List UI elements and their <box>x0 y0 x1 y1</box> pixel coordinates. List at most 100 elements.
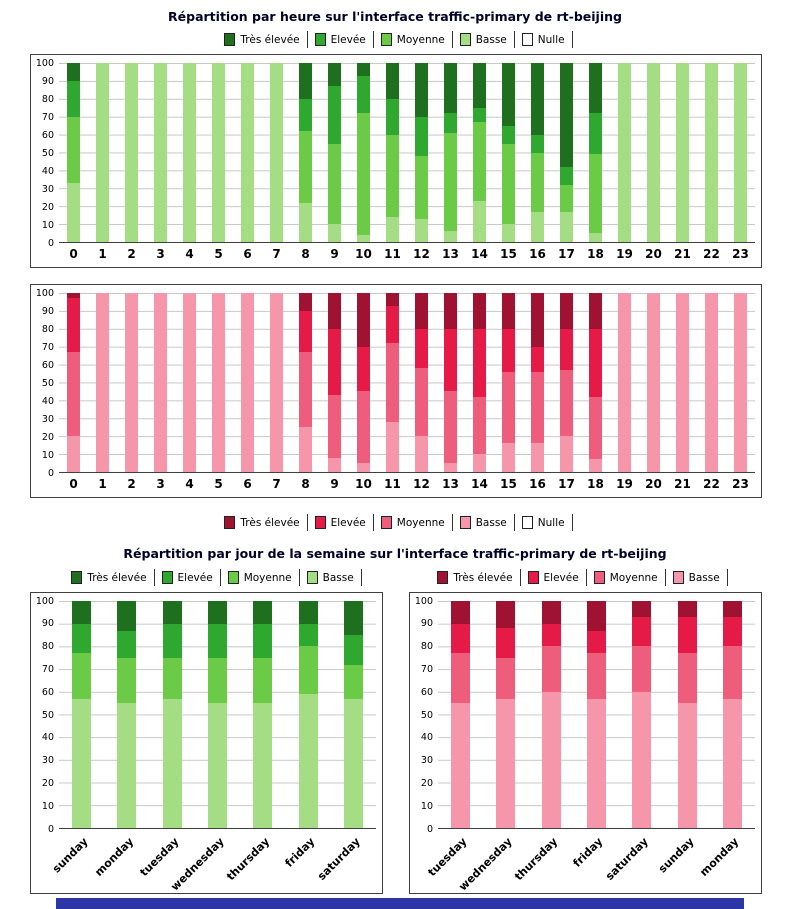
segment-basse <box>240 293 255 472</box>
segment-basse <box>677 703 697 828</box>
x-tick-label: 17 <box>558 477 575 491</box>
x-tick: 13 <box>436 243 465 265</box>
x-tick-label: 6 <box>243 247 252 261</box>
stacked-bar-22 <box>704 63 719 242</box>
legend-swatch-basse <box>306 571 318 584</box>
stacked-bar-tuesday <box>451 601 471 828</box>
legend-swatch-elevee <box>314 516 326 529</box>
bar-slot <box>146 63 175 242</box>
segment-basse <box>704 63 719 242</box>
bar-slot <box>581 63 610 242</box>
bar-slot <box>262 63 291 242</box>
segment-tres_elevee <box>385 63 400 99</box>
x-tick: 3 <box>146 473 175 495</box>
x-tick-label: 3 <box>156 247 165 261</box>
segment-elevee <box>207 623 227 658</box>
bar-slot <box>610 293 639 472</box>
x-tick: 3 <box>146 243 175 265</box>
legend-swatch-basse <box>459 33 471 46</box>
stacked-bar-1 <box>95 293 110 472</box>
y-tick-label: 30 <box>41 754 54 766</box>
segment-basse <box>72 698 92 828</box>
bar-slot <box>117 293 146 472</box>
stacked-bar-5 <box>211 63 226 242</box>
segment-elevee <box>722 616 742 647</box>
segment-moyenne <box>722 646 742 699</box>
segment-basse <box>559 211 574 242</box>
segment-tres_elevee <box>253 601 273 624</box>
x-tick: 8 <box>291 243 320 265</box>
segment-basse <box>298 202 313 242</box>
segment-elevee <box>530 134 545 153</box>
segment-elevee <box>72 623 92 654</box>
bar-slot <box>59 293 88 472</box>
legend-separator <box>306 514 308 531</box>
stacked-bar-7 <box>269 63 284 242</box>
segment-moyenne <box>472 122 487 201</box>
y-axis-labels: 0 10 20 30 40 50 60 70 80 90 100 <box>412 596 438 833</box>
x-tick-label: 20 <box>645 247 662 261</box>
bar-slot <box>195 601 240 828</box>
legend-swatch-moyenne <box>380 516 392 529</box>
x-axis-labels: 0 1 2 3 4 5 6 7 8 9 10 11 12 13 14 15 16 17 18 19 20 21 22 23 <box>59 473 755 495</box>
legend-separator <box>571 514 573 531</box>
bar-slot <box>150 601 195 828</box>
segment-elevee <box>559 328 574 370</box>
stacked-bar-friday <box>586 601 606 828</box>
stacked-bar-14 <box>472 293 487 472</box>
x-tick-label: tuesday <box>425 835 470 880</box>
segment-elevee <box>541 623 561 647</box>
segment-elevee <box>472 328 487 397</box>
x-tick: 22 <box>697 243 726 265</box>
legend-separator <box>451 514 453 531</box>
segment-moyenne <box>356 391 371 464</box>
y-tick-label: 100 <box>35 595 54 607</box>
legend-label: Elevée <box>177 571 213 584</box>
stacked-bar-6 <box>240 63 255 242</box>
segment-basse <box>722 698 742 828</box>
y-tick-label: 50 <box>420 709 433 721</box>
x-tick-label: 17 <box>558 247 575 261</box>
x-tick-label: 8 <box>301 477 310 491</box>
x-tick-label: 1 <box>98 477 107 491</box>
stacked-bar-19 <box>617 63 632 242</box>
segment-tres_elevee <box>443 63 458 114</box>
segment-basse <box>298 427 313 472</box>
y-tick-label: 0 <box>426 823 433 835</box>
segment-basse <box>207 703 227 828</box>
segment-tres_elevee <box>298 601 318 624</box>
segment-basse <box>704 293 719 472</box>
stacked-bar-2 <box>124 293 139 472</box>
segment-basse <box>675 293 690 472</box>
segment-basse <box>117 703 137 828</box>
legend-separator <box>513 31 515 48</box>
x-tick-label: 14 <box>471 247 488 261</box>
x-tick: 20 <box>639 243 668 265</box>
x-tick-label: 0 <box>69 247 78 261</box>
x-tick-label: sunday <box>50 835 91 876</box>
x-tick-label: friday <box>282 835 318 870</box>
segment-basse <box>327 224 342 242</box>
legend-separator <box>360 569 362 586</box>
bar-slot <box>262 293 291 472</box>
y-tick-label: 20 <box>41 431 54 443</box>
legend-separator <box>219 569 221 586</box>
bar-slot <box>320 293 349 472</box>
stacked-bar-saturday <box>343 601 363 828</box>
stacked-bar-11 <box>385 63 400 242</box>
stacked-bar-10 <box>356 63 371 242</box>
segment-basse <box>733 293 748 472</box>
segment-tres_elevee <box>541 601 561 624</box>
legend-separator <box>372 514 374 531</box>
daily-green-legend: Très élevée Elevée Moyenne Basse <box>30 569 396 586</box>
y-tick-label: 10 <box>41 219 54 231</box>
daily-green-chart: 0 10 20 30 40 50 60 70 80 90 100 sunday monday tuesd… <box>30 592 383 894</box>
segment-elevee <box>117 630 137 658</box>
segment-basse <box>530 211 545 242</box>
segment-moyenne <box>117 657 137 704</box>
segment-moyenne <box>66 352 81 437</box>
bar-slot <box>523 293 552 472</box>
x-tick-label: 13 <box>442 247 459 261</box>
x-tick-label: 19 <box>616 247 633 261</box>
legend-item-nulle: Nulle <box>515 33 572 46</box>
